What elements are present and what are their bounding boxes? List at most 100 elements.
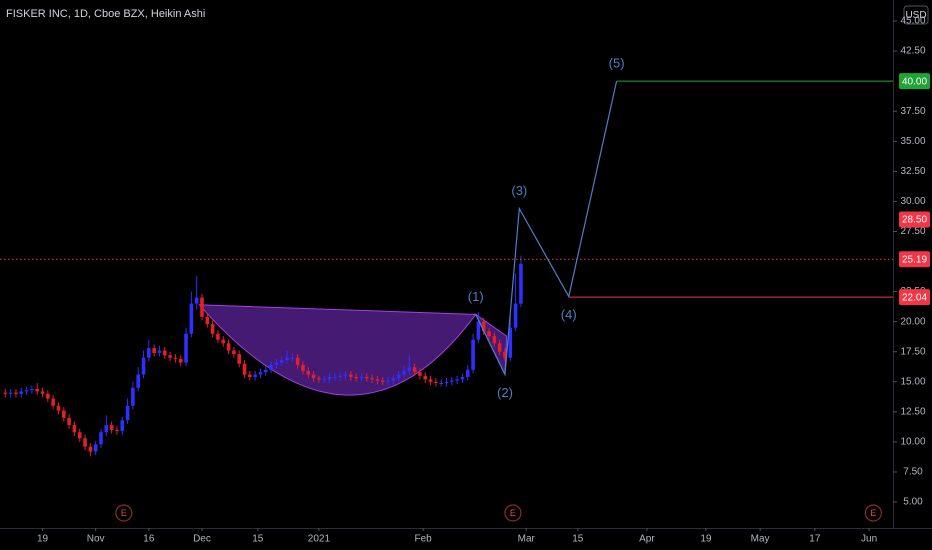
candle-body <box>301 364 305 371</box>
candle-body <box>503 351 507 358</box>
x-tick-label: 15 <box>572 534 584 545</box>
candle-body <box>508 327 513 358</box>
y-tick-label: 15.00 <box>900 376 925 387</box>
candle-body <box>3 392 8 394</box>
candle-body <box>226 343 231 351</box>
y-tick-label: 27.50 <box>900 226 925 237</box>
x-tick-label: 17 <box>809 534 821 545</box>
wave-label: (1) <box>468 289 484 304</box>
candle-body <box>162 350 167 356</box>
wave-label: (5) <box>609 56 625 71</box>
candle-body <box>391 378 396 381</box>
candle-body <box>77 432 82 439</box>
candle-body <box>285 357 289 361</box>
candle-body <box>386 380 390 382</box>
candle-body <box>237 354 241 364</box>
candle-body <box>83 438 87 447</box>
candle-body <box>125 405 130 421</box>
candle-body <box>322 379 327 381</box>
earnings-label: E <box>121 508 127 518</box>
candle-body <box>476 321 481 340</box>
candle-body <box>67 417 71 426</box>
candle-body <box>104 425 109 433</box>
y-tick-label: 32.50 <box>900 166 925 177</box>
candle-body <box>338 375 342 377</box>
candle-body <box>412 367 417 373</box>
wave-label: (3) <box>511 183 527 198</box>
candle-body <box>178 358 183 363</box>
candle-body <box>497 343 502 352</box>
candle-body <box>14 392 18 394</box>
y-tick-label: 7.50 <box>903 467 923 478</box>
y-tick-label: 12.50 <box>900 406 925 417</box>
chart-title: FISKER INC, 1D, Cboe BZX, Heikin Ashi <box>6 8 205 20</box>
candle-body <box>56 405 61 411</box>
candle-body <box>269 364 273 370</box>
candle-body <box>407 367 412 371</box>
x-tick-label: May <box>751 534 770 545</box>
earnings-label: E <box>510 508 516 518</box>
candle-body <box>258 372 263 375</box>
candle-body <box>141 357 146 375</box>
currency-box[interactable] <box>903 5 929 25</box>
candle-body <box>364 376 369 379</box>
candle-body <box>290 357 295 359</box>
candle-body <box>274 362 279 365</box>
candle-body <box>147 348 151 358</box>
cup-pattern <box>198 304 477 396</box>
y-tick-label: 42.50 <box>900 46 925 57</box>
price-label: 28.50 <box>902 215 927 226</box>
candle-body <box>343 374 348 376</box>
y-tick-label: 17.50 <box>900 346 925 357</box>
candle-body <box>8 392 13 394</box>
candle-body <box>173 357 178 359</box>
candle-body <box>481 321 486 332</box>
price-label-box <box>899 73 930 90</box>
currency[interactable]: USD <box>905 10 926 21</box>
y-tick-label: 20.00 <box>900 316 925 327</box>
candle-body <box>109 425 114 430</box>
y-tick-label: 10.00 <box>900 437 925 448</box>
candle-body <box>200 297 204 317</box>
candle-body <box>471 339 475 370</box>
candle-body <box>24 390 29 392</box>
price-label-box <box>899 251 930 268</box>
x-tick-label: 19 <box>700 534 712 545</box>
candle-body <box>519 263 523 304</box>
x-tick-label: Nov <box>87 534 105 545</box>
wave-line <box>475 81 618 377</box>
candle-body <box>40 391 45 394</box>
y-tick-label: 5.00 <box>903 497 923 508</box>
x-tick-label: Feb <box>414 534 432 545</box>
candle-body <box>513 303 518 328</box>
candle-body <box>216 333 220 340</box>
price-label-box <box>899 211 930 228</box>
candle-body <box>295 357 300 365</box>
candle-body <box>402 370 406 375</box>
price-label: 25.19 <box>902 254 927 265</box>
y-tick-label: 30.00 <box>900 196 925 207</box>
candle-body <box>418 372 422 376</box>
candle-body <box>253 374 257 377</box>
candle-body <box>232 350 236 355</box>
candle-body <box>184 333 188 363</box>
candle-body <box>359 376 364 379</box>
price-label-box <box>899 289 930 306</box>
x-tick-label: 15 <box>252 534 264 545</box>
candle-body <box>242 363 247 375</box>
candle-body <box>136 374 141 388</box>
candle-body <box>221 339 226 344</box>
candle-body <box>35 388 40 392</box>
candle-body <box>460 376 465 380</box>
candle-body <box>333 376 337 378</box>
candle-body <box>423 375 428 380</box>
candle-body <box>396 374 401 379</box>
x-tick-label: Apr <box>639 534 655 545</box>
candle-body <box>455 379 459 381</box>
candle-body <box>380 380 385 382</box>
candle-body <box>88 446 93 452</box>
candle-body <box>349 374 353 377</box>
candle-body <box>93 444 98 452</box>
